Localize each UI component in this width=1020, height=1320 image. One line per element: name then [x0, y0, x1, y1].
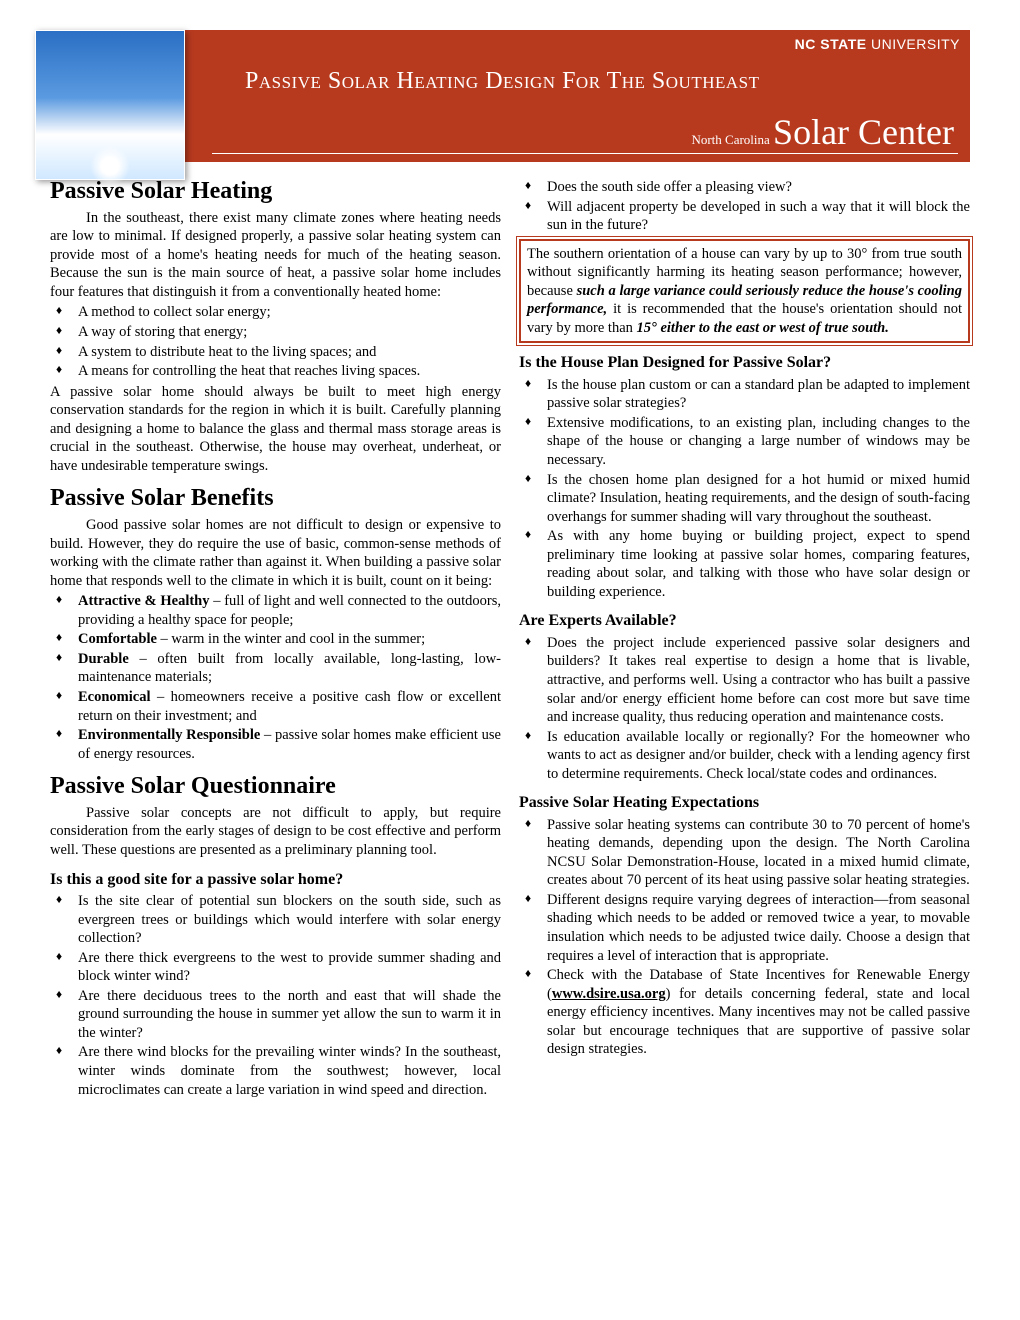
heading-benefits: Passive Solar Benefits	[50, 483, 501, 514]
benefit-term: Durable	[78, 651, 129, 667]
list-item: Is the house plan custom or can a standa…	[519, 376, 970, 413]
list-item: Check with the Database of State Incenti…	[519, 966, 970, 1059]
benefit-term: Economical	[78, 689, 151, 705]
site-list: Is the site clear of potential sun block…	[50, 892, 501, 1099]
heading-experts: Are Experts Available?	[519, 611, 970, 631]
university-bold: NC STATE	[795, 36, 867, 52]
header-band: NC STATE UNIVERSITY Passive Solar Heatin…	[50, 30, 970, 162]
list-item: Is education available locally or region…	[519, 728, 970, 784]
orientation-callout-box: The southern orientation of a house can …	[519, 239, 970, 344]
list-item: A method to collect solar energy;	[50, 303, 501, 322]
quest-p1-text: Passive solar concepts are not difficult…	[50, 805, 501, 858]
quest-p1: Passive solar concepts are not difficult…	[50, 804, 501, 860]
list-item: Durable – often built from locally avail…	[50, 650, 501, 687]
heading-plan: Is the House Plan Designed for Passive S…	[519, 353, 970, 373]
heading-site: Is this a good site for a passive solar …	[50, 870, 501, 890]
list-item: Does the south side offer a pleasing vie…	[519, 178, 970, 197]
benefits-list: Attractive & Healthy – full of light and…	[50, 592, 501, 763]
list-item: Does the project include experienced pas…	[519, 634, 970, 727]
list-item: A means for controlling the heat that re…	[50, 362, 501, 381]
list-item: As with any home buying or building proj…	[519, 527, 970, 601]
box-em2: 15° either to the east or west of true s…	[637, 320, 889, 336]
list-item: Are there deciduous trees to the north a…	[50, 987, 501, 1043]
solar-center-line: North Carolina Solar Center	[212, 105, 958, 154]
list-item: Comfortable – warm in the winter and coo…	[50, 630, 501, 649]
list-item: A system to distribute heat to the livin…	[50, 343, 501, 362]
top-list: Does the south side offer a pleasing vie…	[519, 178, 970, 235]
list-item: Extensive modifications, to an existing …	[519, 414, 970, 470]
list-item: Is the chosen home plan designed for a h…	[519, 471, 970, 527]
university-label: NC STATE UNIVERSITY	[210, 36, 960, 58]
solar-center-label: Solar Center	[773, 112, 954, 152]
benefit-term: Comfortable	[78, 631, 157, 647]
list-item: A way of storing that energy;	[50, 323, 501, 342]
page: NC STATE UNIVERSITY Passive Solar Heatin…	[0, 0, 1020, 1131]
list-item: Environmentally Responsible – passive so…	[50, 726, 501, 763]
nc-label: North Carolina	[691, 132, 773, 147]
heating-p1-text: In the southeast, there exist many clima…	[50, 210, 501, 300]
list-item: Are there thick evergreens to the west t…	[50, 949, 501, 986]
benefits-p1-text: Good passive solar homes are not difficu…	[50, 517, 501, 589]
heading-questionnaire: Passive Solar Questionnaire	[50, 771, 501, 802]
heating-features-list: A method to collect solar energy; A way …	[50, 303, 501, 380]
benefits-p1: Good passive solar homes are not difficu…	[50, 516, 501, 590]
heating-p2: A passive solar home should always be bu…	[50, 383, 501, 476]
heating-p1: In the southeast, there exist many clima…	[50, 209, 501, 302]
benefit-rest: – warm in the winter and cool in the sum…	[157, 631, 425, 647]
left-column: Passive Solar Heating In the southeast, …	[50, 168, 501, 1101]
benefit-term: Environmentally Responsible	[78, 727, 260, 743]
list-item: Is the site clear of potential sun block…	[50, 892, 501, 948]
sky-photo	[35, 30, 185, 180]
expect-list: Passive solar heating systems can contri…	[519, 816, 970, 1059]
dsire-link[interactable]: www.dsire.usa.org	[552, 986, 666, 1002]
plan-list: Is the house plan custom or can a standa…	[519, 376, 970, 602]
right-column: Does the south side offer a pleasing vie…	[519, 168, 970, 1101]
heading-expectations: Passive Solar Heating Expectations	[519, 793, 970, 813]
benefit-rest: – often built from locally available, lo…	[78, 651, 501, 686]
list-item: Passive solar heating systems can contri…	[519, 816, 970, 890]
university-light: UNIVERSITY	[867, 36, 960, 52]
experts-list: Does the project include experienced pas…	[519, 634, 970, 783]
list-item: Attractive & Healthy – full of light and…	[50, 592, 501, 629]
list-item: Economical – homeowners receive a positi…	[50, 688, 501, 725]
list-item: Are there wind blocks for the prevailing…	[50, 1043, 501, 1099]
content-columns: Passive Solar Heating In the southeast, …	[50, 168, 970, 1101]
list-item: Will adjacent property be developed in s…	[519, 198, 970, 235]
document-title: Passive Solar Heating Design For The Sou…	[210, 58, 960, 105]
list-item: Different designs require varying degree…	[519, 891, 970, 965]
benefit-term: Attractive & Healthy	[78, 593, 210, 609]
